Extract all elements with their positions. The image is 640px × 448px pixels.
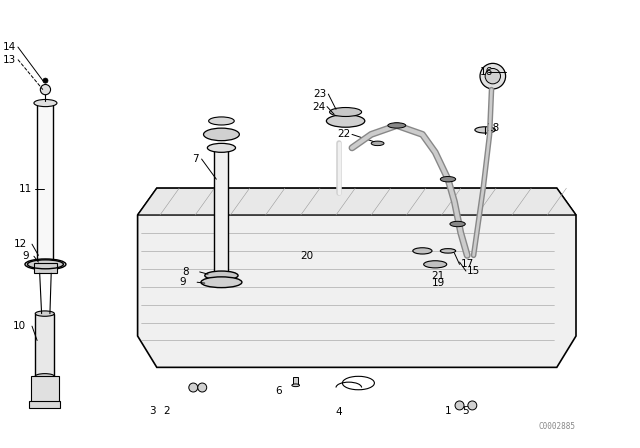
Ellipse shape — [207, 143, 236, 152]
Ellipse shape — [440, 177, 456, 182]
Text: 7: 7 — [192, 154, 198, 164]
Ellipse shape — [205, 271, 238, 280]
Text: 12: 12 — [14, 239, 28, 249]
Text: 3: 3 — [149, 406, 156, 416]
Text: 18: 18 — [486, 123, 500, 133]
Text: 2: 2 — [163, 406, 170, 416]
Ellipse shape — [413, 248, 432, 254]
Ellipse shape — [450, 221, 465, 227]
Text: 8: 8 — [182, 267, 189, 277]
Circle shape — [43, 78, 48, 83]
Bar — [29, 401, 60, 408]
Ellipse shape — [35, 311, 54, 316]
Ellipse shape — [440, 249, 456, 253]
Ellipse shape — [388, 123, 406, 128]
Ellipse shape — [34, 99, 57, 107]
Ellipse shape — [326, 115, 365, 127]
Text: 13: 13 — [3, 55, 17, 65]
Text: 21: 21 — [431, 271, 445, 280]
Ellipse shape — [292, 384, 300, 387]
Text: 10: 10 — [13, 321, 26, 331]
Text: C0002885: C0002885 — [538, 422, 575, 431]
Text: 11: 11 — [19, 184, 33, 194]
Text: 1: 1 — [445, 406, 451, 416]
Circle shape — [468, 401, 477, 410]
Text: 24: 24 — [312, 102, 325, 112]
Ellipse shape — [424, 261, 447, 268]
Ellipse shape — [475, 127, 495, 133]
Text: 20: 20 — [301, 251, 314, 261]
Bar — [34, 263, 57, 273]
Ellipse shape — [201, 277, 242, 288]
Text: 6: 6 — [275, 386, 282, 396]
Ellipse shape — [330, 108, 362, 116]
Ellipse shape — [209, 117, 234, 125]
Text: 15: 15 — [467, 266, 481, 276]
Text: 4: 4 — [336, 407, 342, 417]
Text: 22: 22 — [337, 129, 351, 139]
Circle shape — [40, 85, 51, 95]
Text: 16: 16 — [480, 67, 493, 77]
Ellipse shape — [25, 259, 66, 270]
Text: 19: 19 — [431, 278, 445, 288]
Text: 17: 17 — [461, 259, 474, 269]
Circle shape — [189, 383, 198, 392]
Bar — [31, 376, 59, 403]
Bar — [293, 377, 298, 385]
Circle shape — [455, 401, 464, 410]
Circle shape — [480, 63, 506, 89]
Bar — [214, 148, 228, 282]
Ellipse shape — [204, 128, 239, 141]
Bar — [37, 103, 53, 260]
Text: 9: 9 — [22, 251, 29, 261]
Text: 14: 14 — [3, 42, 17, 52]
Text: 5: 5 — [463, 406, 469, 416]
Circle shape — [198, 383, 207, 392]
Bar — [35, 314, 54, 376]
Text: 23: 23 — [313, 89, 326, 99]
Text: 9: 9 — [179, 277, 186, 287]
Circle shape — [485, 69, 500, 84]
Ellipse shape — [35, 374, 54, 379]
Polygon shape — [138, 188, 576, 367]
Ellipse shape — [371, 141, 384, 146]
Polygon shape — [138, 188, 576, 215]
